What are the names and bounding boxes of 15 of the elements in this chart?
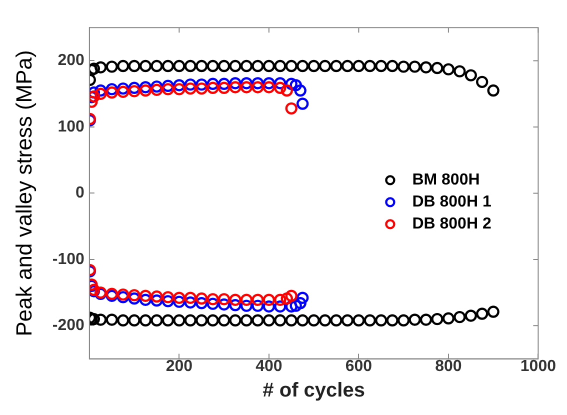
y-axis-title: Peak and valley stress (MPa)	[11, 50, 36, 336]
legend-label: DB 800H 1	[412, 194, 492, 211]
x-tick-label: 200	[166, 358, 193, 375]
x-tick-label: 400	[256, 358, 282, 375]
legend-label: DB 800H 2	[412, 216, 492, 233]
x-tick-label: 1000	[520, 358, 556, 375]
x-tick-label: 800	[435, 358, 462, 375]
y-tick-label: 100	[58, 118, 85, 136]
y-tick-label: 0	[76, 184, 85, 202]
y-tick-label: -100	[52, 250, 85, 268]
legend-label: BM 800H	[412, 172, 480, 189]
y-tick-label: 200	[58, 52, 85, 70]
y-tick-label: -200	[52, 317, 85, 334]
x-axis-title: # of cycles	[262, 380, 365, 402]
x-tick-label: 600	[345, 358, 372, 375]
